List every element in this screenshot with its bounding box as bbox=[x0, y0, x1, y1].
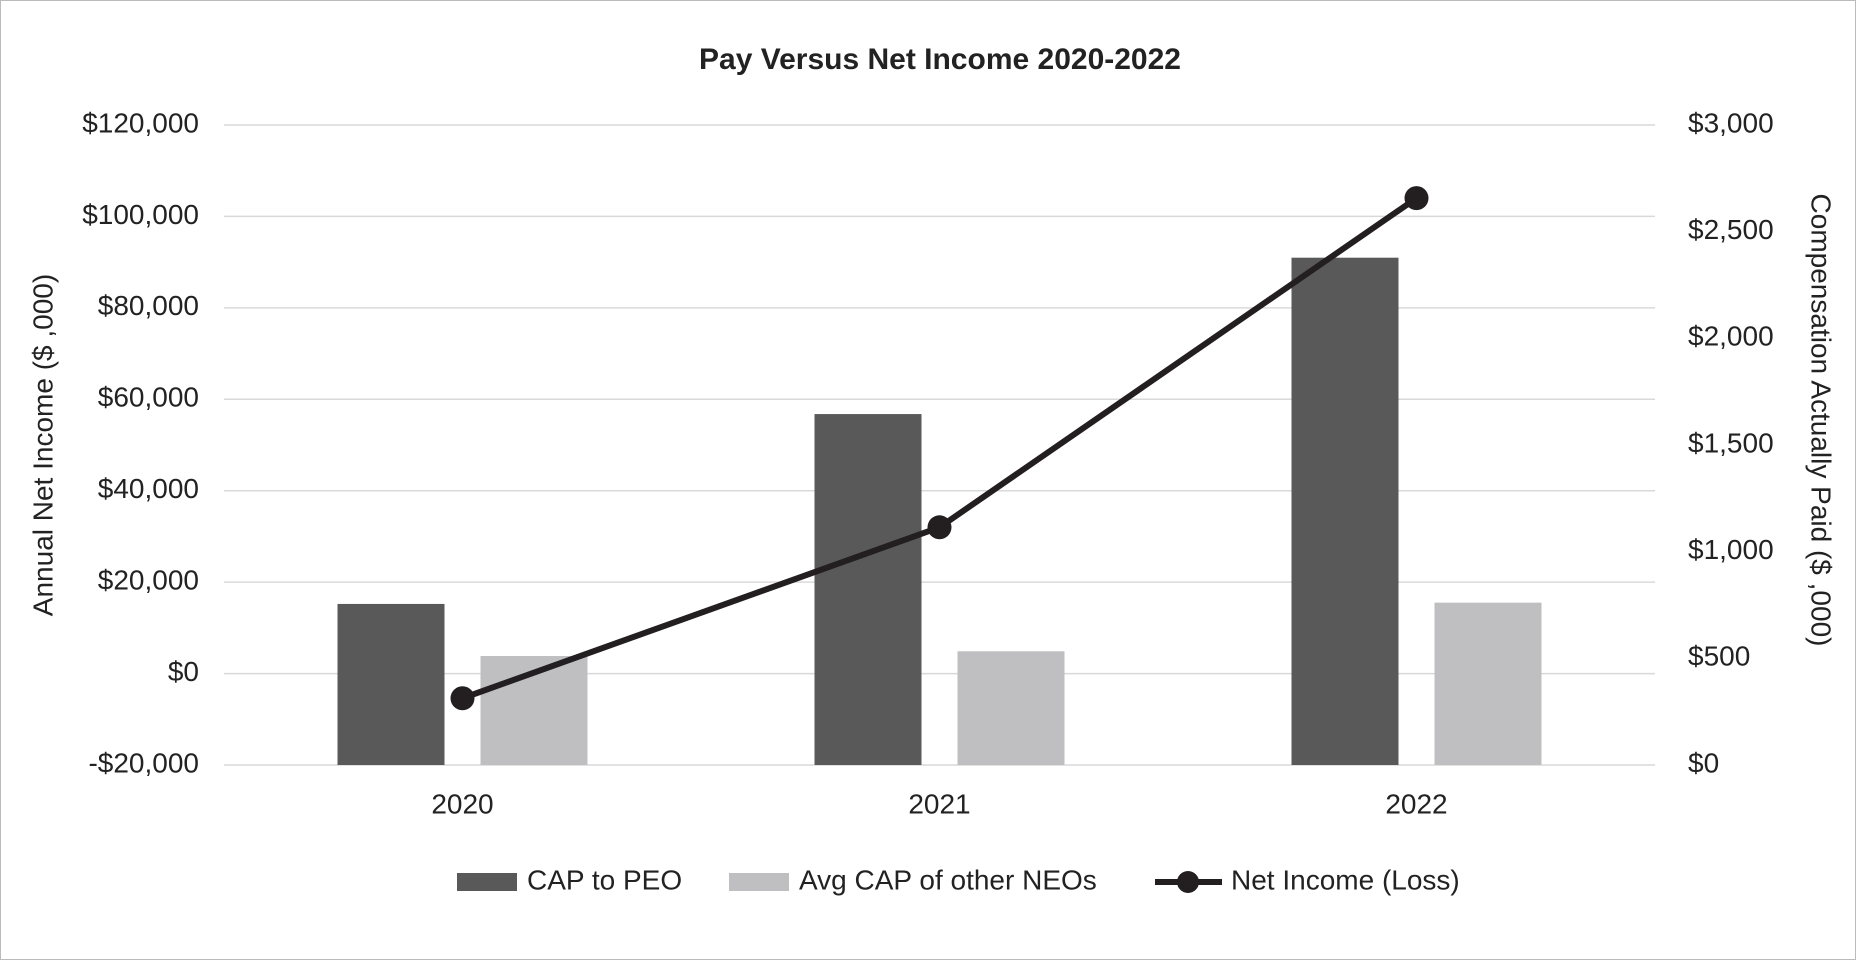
y-tick-label: $80,000 bbox=[98, 290, 199, 321]
y-axis-title: Annual Net Income ($ ,000) bbox=[27, 274, 58, 616]
y2-tick-label: $0 bbox=[1688, 747, 1719, 778]
x-tick-label: 2020 bbox=[431, 788, 493, 819]
legend-label: Avg CAP of other NEOs bbox=[799, 864, 1097, 895]
bar bbox=[957, 651, 1065, 765]
y-tick-label: $100,000 bbox=[82, 199, 199, 230]
y2-axis-title: Compensation Actually Paid ($ ,000) bbox=[1806, 194, 1837, 647]
y-tick-label: $60,000 bbox=[98, 382, 199, 413]
legend-swatch bbox=[457, 873, 517, 891]
x-tick-label: 2022 bbox=[1385, 788, 1447, 819]
line-marker bbox=[450, 686, 475, 711]
bar bbox=[814, 414, 922, 765]
legend-label: Net Income (Loss) bbox=[1231, 864, 1460, 895]
y2-tick-label: $500 bbox=[1688, 641, 1750, 672]
bar bbox=[1434, 602, 1542, 765]
x-tick-label: 2021 bbox=[908, 788, 970, 819]
y-tick-label: $120,000 bbox=[82, 107, 199, 138]
bar bbox=[337, 603, 445, 765]
chart-title: Pay Versus Net Income 2020-2022 bbox=[699, 43, 1181, 76]
legend-label: CAP to PEO bbox=[527, 864, 682, 895]
line-marker bbox=[927, 515, 952, 540]
y2-tick-label: $1,500 bbox=[1688, 427, 1774, 458]
y2-tick-label: $2,000 bbox=[1688, 321, 1774, 352]
y2-tick-label: $1,000 bbox=[1688, 534, 1774, 565]
y2-tick-label: $2,500 bbox=[1688, 214, 1774, 245]
y-tick-label: $0 bbox=[168, 656, 199, 687]
legend-swatch bbox=[1177, 871, 1199, 893]
legend-swatch bbox=[729, 873, 789, 891]
y-tick-label: $20,000 bbox=[98, 565, 199, 596]
bar bbox=[1291, 257, 1399, 765]
line-marker bbox=[1404, 186, 1429, 211]
y2-tick-label: $3,000 bbox=[1688, 107, 1774, 138]
y-tick-label: -$20,000 bbox=[88, 747, 199, 778]
y-tick-label: $40,000 bbox=[98, 473, 199, 504]
